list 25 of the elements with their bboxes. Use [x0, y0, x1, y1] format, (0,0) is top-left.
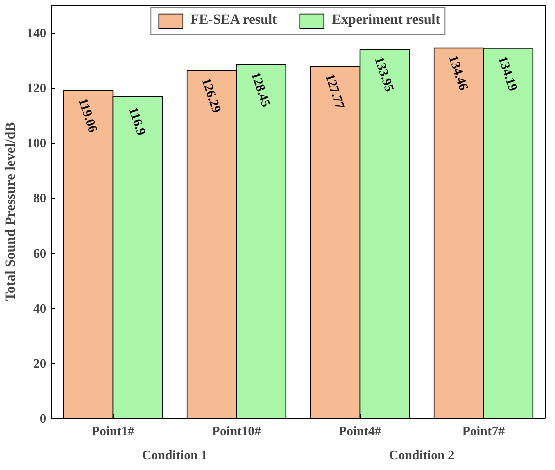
y-tick-label: 40 [34, 300, 46, 316]
text: Condition 2 [389, 448, 455, 462]
y-tick-label: 20 [34, 356, 46, 371]
data-label: 119.06 [76, 96, 102, 135]
text: Condition 1 [142, 448, 208, 462]
data-label: 134.46 [446, 54, 472, 93]
data-label: 134.19 [496, 54, 522, 94]
data-label: 133.95 [372, 55, 398, 94]
legend-label: FE-SEA result [190, 13, 278, 29]
legend-label: Experiment result [332, 13, 440, 29]
data-label: 128.45 [248, 70, 274, 110]
y-tick-label: 60 [34, 246, 46, 261]
data-label: 126.29 [199, 76, 225, 116]
data-label: 116.9 [126, 106, 150, 138]
x-tick-label: Point7# [462, 424, 506, 438]
y-tick-label: 120 [27, 80, 46, 96]
y-axis-title: Total Sound Pressure level/dB [4, 122, 19, 302]
x-tick-label: Point1# [92, 424, 136, 438]
y-tick-label: 0 [40, 411, 46, 426]
y-tick-label: 80 [34, 190, 46, 206]
x-tick-label: Point4# [338, 424, 382, 438]
x-tick-label: Point10# [212, 424, 262, 438]
y-tick-label: 140 [27, 26, 46, 41]
data-label: 127.77 [322, 72, 348, 112]
y-tick-label: 100 [27, 136, 46, 151]
